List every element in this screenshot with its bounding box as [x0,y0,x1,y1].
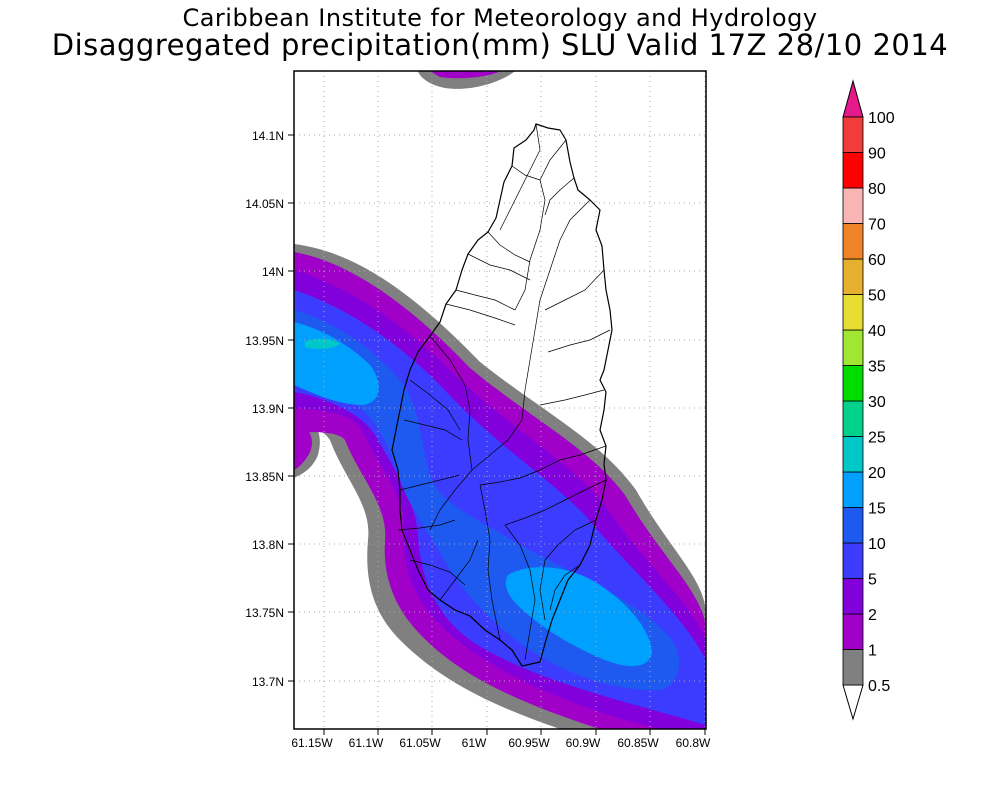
colorbar-label: 50 [868,288,886,305]
colorbar-bottom-arrow [842,684,864,721]
colorbar-swatch [842,329,864,366]
y-tick-label: 13.7N [252,675,284,689]
y-tick-label: 14.1N [252,129,284,143]
x-tick-label: 60.8W [676,736,711,750]
colorbar-label: 25 [868,430,886,447]
colorbar-label: 90 [868,146,886,163]
y-tick-label: 13.9N [252,402,284,416]
plot-frame [293,70,707,730]
colorbar-swatch [842,613,864,650]
colorbar-swatch [842,187,864,224]
x-tick-label: 61.1W [349,736,384,750]
colorbar-swatch [842,365,864,402]
colorbar-swatch [842,578,864,615]
precip-band-20 [305,338,340,349]
x-tick-label: 61W [462,736,487,750]
colorbar-label: 80 [868,181,886,198]
colorbar-label: 35 [868,359,886,376]
x-tick-label: 60.95W [508,736,550,750]
colorbar-swatch [842,649,864,686]
x-tick-label: 60.85W [617,736,659,750]
colorbar-swatch [842,436,864,473]
colorbar-label: 10 [868,536,886,553]
colorbar-swatch [842,258,864,295]
y-tick-label: 13.95N [245,334,284,348]
colorbar-swatch [842,223,864,260]
y-tick-label: 14.05N [245,197,284,211]
island-boundaries [397,123,611,661]
y-tick-label: 13.8N [252,538,284,552]
colorbar-label: 2 [868,607,877,624]
precip-band-1-north [430,71,500,79]
colorbar-label: 20 [868,465,886,482]
colorbar-label: 100 [868,110,895,127]
colorbar-swatch [842,152,864,189]
colorbar-label: 60 [868,252,886,269]
y-tick-label: 13.75N [245,606,284,620]
colorbar-swatch [842,294,864,331]
island-outline [391,123,613,667]
x-tick-label: 61.15W [291,736,333,750]
precip-band-15-south [505,567,652,667]
title-line-1: Caribbean Institute for Meteorology and … [182,4,818,32]
colorbar-swatch [842,116,864,153]
colorbar-label: 40 [868,323,886,340]
axis-ticks [288,134,706,735]
x-tick-labels: 61.15W 61.1W 61.05W 61W 60.95W 60.9W 60.… [291,736,711,750]
colorbar-swatch [842,471,864,508]
title-line-2: Disaggregated precipitation(mm) SLU Vali… [51,28,949,62]
colorbar-label: 30 [868,394,886,411]
y-tick-label: 14N [262,265,284,279]
colorbar-swatch [842,507,864,544]
y-tick-label: 13.85N [245,470,284,484]
colorbar-swatch [842,542,864,579]
colorbar-label: 1 [868,643,877,660]
x-tick-label: 60.9W [566,736,601,750]
colorbar-swatches [842,116,864,686]
precipitation-field [294,71,706,729]
saint-lucia-island [391,123,613,667]
colorbar-top-arrow [842,79,864,118]
colorbar-label: 0.5 [868,678,890,695]
y-tick-labels: 14.1N 14.05N 14N 13.95N 13.9N 13.85N 13.… [245,129,284,689]
map-grid [294,71,706,729]
x-tick-label: 61.05W [399,736,441,750]
colorbar-label: 70 [868,217,886,234]
precip-band-1-west [294,420,313,470]
colorbar-label: 15 [868,501,886,518]
colorbar-label: 5 [868,572,877,589]
colorbar-swatch [842,400,864,437]
